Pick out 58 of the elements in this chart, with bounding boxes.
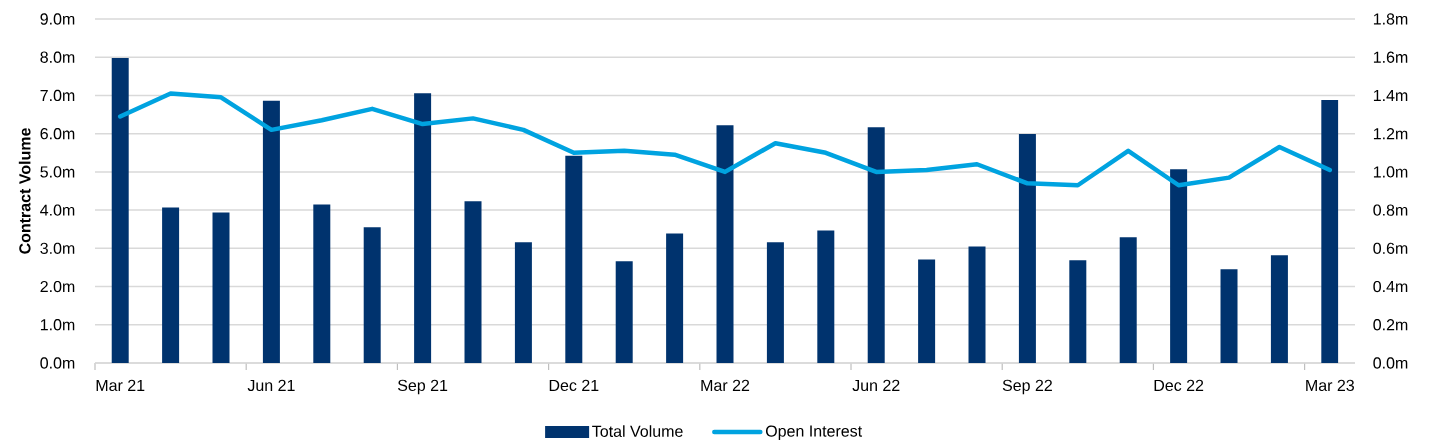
bar	[1270, 255, 1288, 363]
x-tick-label: Mar 21	[96, 379, 145, 392]
y-tick-label: 8.0m	[40, 51, 75, 63]
x-tick-label: Mar 23	[1306, 379, 1354, 392]
bar	[615, 261, 633, 363]
bar	[363, 227, 381, 363]
bar	[666, 233, 684, 363]
bar	[918, 259, 936, 363]
y2-tick-label: 1.0m	[1373, 166, 1408, 178]
y-tick-label: 3.0m	[40, 242, 75, 254]
legend-label: Total Volume	[592, 425, 683, 437]
bar	[968, 246, 986, 363]
y-axis-title: Contract Volume	[18, 128, 31, 254]
bar	[716, 125, 734, 363]
y-tick-label: 9.0m	[40, 13, 75, 25]
x-tick-label: Dec 21	[549, 379, 599, 392]
bar	[1220, 269, 1238, 363]
y-tick-label: 4.0m	[40, 204, 75, 216]
y-tick-label: 5.0m	[40, 166, 75, 178]
x-tick-label: Dec 22	[1154, 379, 1204, 392]
y-tick-label: 6.0m	[40, 128, 75, 140]
bar	[162, 207, 180, 363]
legend-label: Open Interest	[765, 425, 863, 440]
y2-tick-label: 0.8m	[1373, 204, 1408, 216]
y-tick-label: 7.0m	[40, 89, 75, 102]
y-tick-label: 0.0m	[40, 357, 75, 369]
bar	[1119, 237, 1137, 363]
y-tick-label: 1.0m	[40, 319, 75, 331]
bar	[867, 127, 885, 363]
bar	[565, 155, 583, 363]
y2-tick-label: 0.6m	[1373, 242, 1408, 254]
bar	[313, 204, 331, 363]
bar	[817, 230, 835, 363]
y2-tick-label: 0.2m	[1373, 319, 1408, 331]
bar	[414, 93, 432, 363]
y2-tick-label: 1.8m	[1373, 13, 1408, 25]
x-tick-label: Sep 22	[1002, 379, 1052, 395]
x-tick-label: Mar 22	[701, 379, 750, 392]
y2-tick-label: 0.4m	[1373, 280, 1408, 293]
y2-tick-label: 1.6m	[1373, 51, 1408, 63]
y2-tick-label: 1.4m	[1373, 89, 1408, 101]
x-tick-label: Sep 21	[397, 379, 448, 395]
bar	[1170, 169, 1188, 363]
bar	[1069, 260, 1087, 363]
bar	[212, 212, 230, 363]
y2-tick-label: 1.2m	[1373, 128, 1408, 140]
x-tick-label: Jun 22	[852, 379, 900, 392]
y-tick-label: 2.0m	[40, 280, 75, 293]
bar	[111, 58, 129, 363]
bar	[1018, 134, 1036, 363]
bar	[766, 242, 784, 363]
line-series	[117, 91, 1333, 188]
y2-tick-label: 0.0m	[1373, 357, 1408, 369]
bar	[464, 201, 482, 363]
bar	[1321, 100, 1339, 363]
x-tick-label: Jun 21	[247, 379, 295, 392]
bar	[262, 100, 280, 363]
bar	[514, 242, 532, 363]
